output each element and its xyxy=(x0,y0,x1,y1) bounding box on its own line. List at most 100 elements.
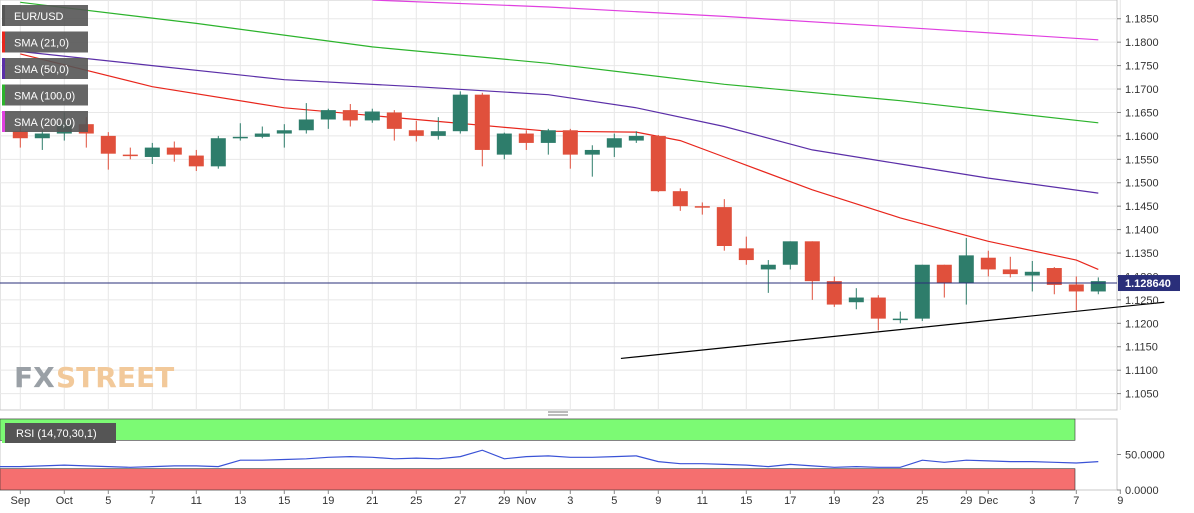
price-tick-label: 1.1500 xyxy=(1125,178,1159,190)
candle xyxy=(452,91,468,134)
candle-body xyxy=(914,264,930,319)
candle xyxy=(166,141,182,162)
candle-body xyxy=(386,112,402,129)
legend-item-swatch xyxy=(2,31,5,53)
candle-body xyxy=(474,94,490,150)
candle-body xyxy=(210,138,226,167)
candle xyxy=(606,133,622,157)
candle xyxy=(276,124,292,148)
date-tick-label: 3 xyxy=(1029,495,1035,507)
candle xyxy=(232,123,248,141)
watermark-fx: FX xyxy=(14,361,55,394)
candle-body xyxy=(342,110,358,121)
price-tick-label: 1.1600 xyxy=(1125,131,1159,143)
candle-body xyxy=(232,136,248,139)
candle-body xyxy=(694,206,710,208)
candle-body xyxy=(738,248,754,261)
trendline xyxy=(620,301,1165,360)
price-tick-label: 1.1650 xyxy=(1125,107,1159,119)
candle-body xyxy=(848,297,864,303)
candle xyxy=(650,134,666,193)
rsi-overbought-zone xyxy=(0,418,1076,441)
sma-line xyxy=(20,53,1099,270)
price-tick-label: 1.1400 xyxy=(1125,225,1159,237)
date-tick-label: Nov xyxy=(517,495,537,507)
candle-body xyxy=(760,264,776,270)
candle xyxy=(694,202,710,215)
date-tick-label: 25 xyxy=(410,495,422,507)
legend-item: SMA (100,0) xyxy=(2,84,88,106)
price-tick-label: 1.1250 xyxy=(1125,295,1159,307)
last-price-tag-box xyxy=(1118,275,1180,292)
price-tick-label: 1.1800 xyxy=(1125,37,1159,49)
candle xyxy=(364,108,380,123)
price-tick-label: 1.1750 xyxy=(1125,61,1159,73)
candle xyxy=(892,311,908,324)
date-tick-label: 9 xyxy=(1117,495,1123,507)
candle-body xyxy=(1024,271,1040,276)
candle-body xyxy=(276,130,292,134)
legend-item-label: SMA (50,0) xyxy=(14,64,69,76)
candle xyxy=(980,250,996,277)
sma-line xyxy=(372,0,1099,41)
legend-item: SMA (21,0) xyxy=(2,31,88,53)
candle-body xyxy=(254,133,270,137)
candle xyxy=(430,117,446,140)
price-tick-label: 1.1700 xyxy=(1125,84,1159,96)
date-tick-label: 5 xyxy=(105,495,111,507)
candle xyxy=(826,276,842,307)
candle-body xyxy=(496,133,512,155)
candle-body xyxy=(936,264,952,284)
rsi-tick-label: 50.0000 xyxy=(1125,450,1165,462)
candle xyxy=(848,288,864,310)
candle-body xyxy=(562,130,578,155)
date-tick-label: 13 xyxy=(234,495,246,507)
candle-body xyxy=(122,154,138,157)
candle xyxy=(870,295,886,331)
date-tick-label: 11 xyxy=(191,495,202,507)
candle xyxy=(100,132,116,170)
price-tick-label: 1.1050 xyxy=(1125,389,1159,401)
legend-item-box xyxy=(2,84,88,106)
rsi-oversold-zone xyxy=(0,468,1076,491)
legend-item-box xyxy=(2,31,88,53)
candle xyxy=(562,128,578,169)
candle xyxy=(386,110,402,141)
legend-item-label: SMA (200,0) xyxy=(14,117,75,129)
panel-resize-handle[interactable] xyxy=(548,411,568,416)
date-tick-label: 7 xyxy=(149,495,155,507)
candle xyxy=(144,142,160,164)
candle-body xyxy=(1068,284,1084,292)
candle-body xyxy=(144,147,160,157)
candle xyxy=(1024,260,1040,292)
rsi-tag-box xyxy=(2,423,116,443)
candle xyxy=(1090,277,1106,295)
candle-body xyxy=(408,130,424,136)
legend: EUR/USD SMA (21,0) SMA (50,0) SMA (100,0) SM… xyxy=(2,5,88,132)
candle xyxy=(298,103,314,134)
candle-body xyxy=(1090,281,1106,292)
candle xyxy=(738,236,754,265)
candle-body xyxy=(716,207,732,246)
date-axis: Sep Oct 5 7 11 13 15 19 21 25 27 29 Nov 3 5 9 11 15 17 19 23… xyxy=(11,490,1123,507)
fxstreet-watermark: FX STREET xyxy=(14,361,174,394)
date-tick-label: 29 xyxy=(960,495,972,507)
rsi-tag-label: RSI (14,70,30,1) xyxy=(16,428,97,440)
candle xyxy=(584,145,600,177)
date-tick-label: 11 xyxy=(697,495,708,507)
watermark-street: STREET xyxy=(56,361,174,394)
candle-body xyxy=(628,135,644,141)
date-tick-label: 17 xyxy=(784,495,796,507)
date-tick-label: 15 xyxy=(278,495,290,507)
candle-body xyxy=(782,241,798,265)
rsi-tick-label: 0.0000 xyxy=(1125,485,1159,497)
price-axis: 1.1850 1.1800 1.1750 1.1700 1.1650 1.1600 1.15… xyxy=(1117,14,1159,401)
candle-body xyxy=(518,133,534,143)
date-tick-label: Dec xyxy=(979,495,999,507)
candle xyxy=(474,92,490,167)
rsi-legend-tag: RSI (14,70,30,1) xyxy=(2,423,116,443)
legend-item-box xyxy=(2,58,88,79)
candle xyxy=(782,241,798,270)
candle xyxy=(122,147,138,160)
